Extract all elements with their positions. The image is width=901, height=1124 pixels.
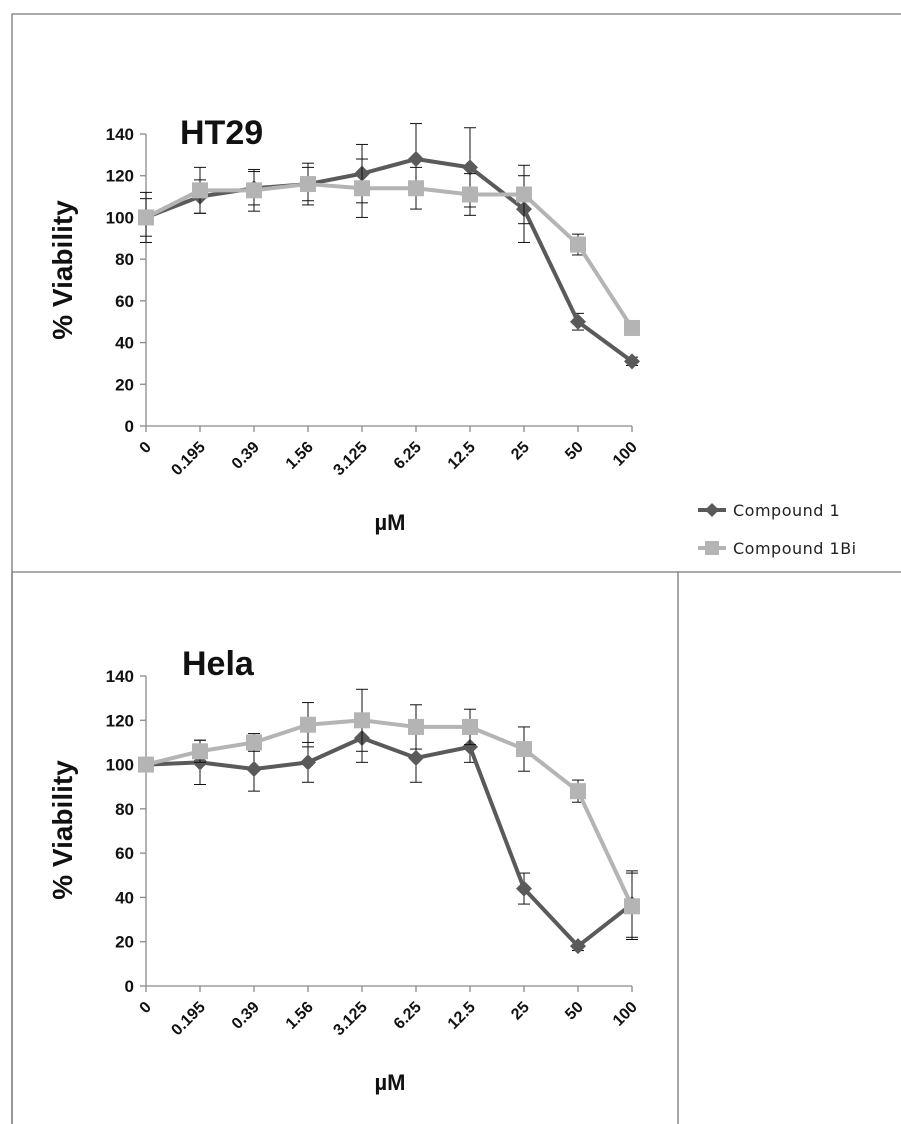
x-tick-label: 3.125 xyxy=(330,439,370,479)
data-point-square xyxy=(516,186,532,203)
x-tick-label: 0.39 xyxy=(229,999,263,1033)
legend-item-compound-1bi: Compound 1Bi xyxy=(698,539,857,558)
legend-marker-diamond xyxy=(705,503,719,517)
data-point-square xyxy=(138,756,154,773)
x-tick-label: 0 xyxy=(137,439,155,457)
data-point-square xyxy=(192,743,208,760)
x-tick-label: 0.195 xyxy=(168,439,208,479)
series-compound-1bi xyxy=(138,158,640,336)
data-point-diamond xyxy=(408,151,424,168)
x-tick-label: 3.125 xyxy=(330,999,370,1039)
x-tick-label: 50 xyxy=(562,439,587,464)
data-point-square xyxy=(354,712,370,729)
x-tick-label: 1.56 xyxy=(283,439,317,473)
x-tick-label: 0.195 xyxy=(168,999,208,1039)
y-tick-label: 140 xyxy=(106,667,134,686)
data-point-square xyxy=(462,718,478,735)
chart-title: HT29 xyxy=(180,114,263,152)
x-tick-label: 6.25 xyxy=(391,999,425,1033)
data-point-square xyxy=(624,319,640,336)
data-point-square xyxy=(138,209,154,226)
data-point-square xyxy=(516,741,532,758)
data-point-diamond xyxy=(408,749,424,766)
data-point-square xyxy=(246,182,262,199)
x-axis-label: µM xyxy=(374,510,405,535)
legend-label: Compound 1Bi xyxy=(733,539,857,558)
series-line xyxy=(145,736,634,949)
y-tick-label: 20 xyxy=(115,933,134,952)
data-point-square xyxy=(246,734,262,751)
y-tick-label: 120 xyxy=(106,167,134,186)
y-axis-label: % Viability xyxy=(47,760,78,900)
data-point-square xyxy=(354,180,370,197)
data-point-square xyxy=(570,236,586,253)
legend-marker-square xyxy=(705,541,719,555)
data-point-square xyxy=(408,718,424,735)
series-line xyxy=(145,718,634,908)
panel-frames xyxy=(11,13,901,1124)
x-tick-label: 12.5 xyxy=(445,999,479,1033)
y-tick-label: 100 xyxy=(106,756,134,775)
x-tick-label: 25 xyxy=(508,439,533,464)
x-tick-label: 100 xyxy=(610,439,641,470)
y-tick-label: 80 xyxy=(115,800,134,819)
y-tick-label: 120 xyxy=(106,711,134,730)
data-point-square xyxy=(300,716,316,733)
data-point-diamond xyxy=(246,761,262,777)
series-line xyxy=(145,182,634,330)
y-tick-label: 60 xyxy=(115,292,134,311)
y-tick-label: 80 xyxy=(115,250,134,269)
data-point-square xyxy=(408,180,424,197)
data-point-diamond xyxy=(624,353,640,370)
series-compound-1 xyxy=(138,123,640,370)
series-line xyxy=(145,157,634,363)
x-tick-label: 1.56 xyxy=(283,999,317,1033)
legend-label: Compound 1 xyxy=(733,501,840,520)
data-point-diamond xyxy=(300,754,316,771)
data-point-square xyxy=(570,783,586,800)
y-tick-label: 100 xyxy=(106,208,134,227)
y-axis-label: % Viability xyxy=(47,200,78,340)
x-tick-label: 0 xyxy=(137,999,155,1017)
data-point-diamond xyxy=(462,738,478,755)
data-point-square xyxy=(192,182,208,199)
data-point-diamond xyxy=(570,313,586,330)
y-tick-label: 40 xyxy=(115,334,134,353)
data-point-square xyxy=(624,898,640,915)
x-tick-label: 100 xyxy=(610,999,641,1030)
x-tick-label: 12.5 xyxy=(445,439,479,473)
data-point-square xyxy=(462,186,478,203)
x-tick-label: 25 xyxy=(508,999,533,1024)
y-tick-label: 0 xyxy=(125,977,134,996)
data-point-square xyxy=(300,176,316,193)
legend-item-compound-1: Compound 1 xyxy=(698,501,840,520)
x-tick-label: 50 xyxy=(562,999,587,1024)
data-point-diamond xyxy=(462,159,478,176)
x-axis-label: µM xyxy=(374,1070,405,1095)
legend: Compound 1 Compound 1Bi xyxy=(698,501,857,558)
chart-title: Hela xyxy=(182,645,255,683)
y-tick-label: 0 xyxy=(125,417,134,436)
y-tick-label: 20 xyxy=(115,375,134,394)
y-tick-label: 140 xyxy=(106,125,134,144)
data-point-diamond xyxy=(570,938,586,955)
y-tick-label: 60 xyxy=(115,844,134,863)
y-tick-label: 40 xyxy=(115,888,134,907)
data-point-diamond xyxy=(516,880,532,897)
x-tick-label: 0.39 xyxy=(229,439,263,473)
x-tick-label: 6.25 xyxy=(391,439,425,473)
series-compound-1bi xyxy=(138,688,640,940)
